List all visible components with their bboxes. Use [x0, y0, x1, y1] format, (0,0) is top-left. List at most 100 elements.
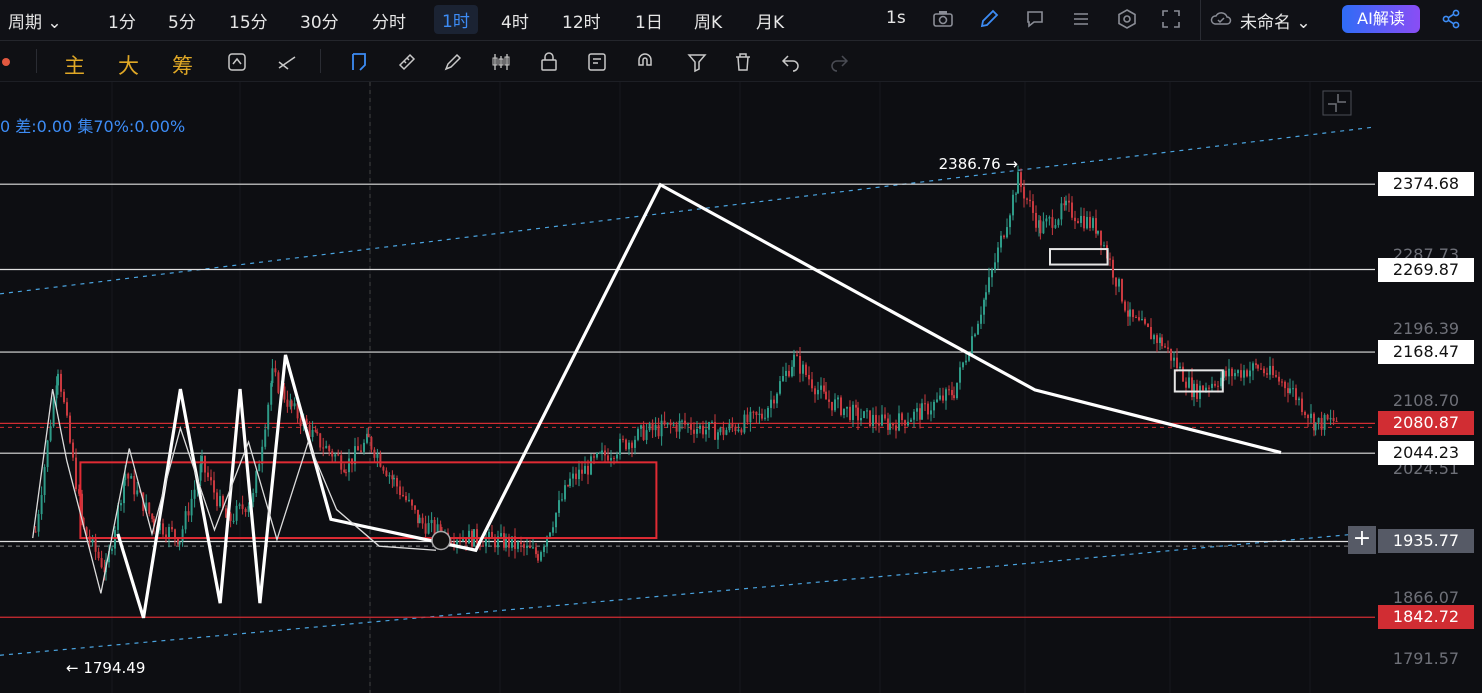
candle-body	[1278, 376, 1280, 382]
candle-body	[405, 496, 407, 501]
candle-body	[1006, 227, 1008, 238]
candle-body	[366, 433, 368, 443]
candle-body	[476, 529, 478, 544]
candle-body	[391, 475, 394, 480]
candle-body	[485, 538, 487, 547]
note-icon[interactable]	[586, 51, 608, 73]
layout-name-menu[interactable]: 未命名 ⌄	[1240, 13, 1311, 33]
candle-body	[354, 446, 356, 465]
candle-body	[820, 385, 822, 390]
candle-body	[1176, 357, 1178, 369]
candles-icon[interactable]	[490, 51, 512, 73]
candle-body	[1135, 317, 1137, 319]
candle-body	[796, 354, 798, 356]
candle-body	[1161, 337, 1163, 347]
trash-icon[interactable]	[732, 51, 754, 73]
tf-4h[interactable]: 4时	[501, 13, 529, 33]
share-icon[interactable]	[1440, 8, 1462, 30]
settings-icon[interactable]	[1116, 8, 1138, 30]
candle-body	[1289, 388, 1291, 394]
candle-body	[1167, 347, 1169, 349]
candle-body	[834, 399, 836, 411]
candle-body	[631, 442, 633, 448]
candle-body	[503, 533, 505, 548]
price-chart[interactable]: 2386.76 → ← 1794.49	[0, 82, 1482, 693]
candle-body	[910, 419, 912, 422]
period-menu[interactable]: 周期 ⌄	[8, 13, 62, 33]
channel-upper	[0, 126, 1376, 295]
candle-body	[977, 323, 979, 335]
camera-icon[interactable]	[932, 8, 954, 30]
tf-week[interactable]: 周K	[694, 13, 723, 33]
ai-interpret-button[interactable]: AI解读	[1342, 5, 1420, 33]
layout-name: 未命名	[1240, 13, 1291, 33]
candle-body	[388, 475, 391, 477]
candle-body	[532, 547, 534, 549]
zigzag-thick	[116, 182, 1282, 619]
chip-chips[interactable]: 筹	[172, 54, 193, 78]
tf-month[interactable]: 月K	[756, 13, 785, 33]
candle-body	[1173, 357, 1175, 361]
brush-icon[interactable]	[442, 51, 464, 73]
tf-timeshare[interactable]: 分时	[372, 13, 406, 33]
tf-1min[interactable]: 1分	[108, 13, 136, 33]
add-level-button[interactable]: +	[1348, 526, 1376, 554]
candle-body	[640, 425, 642, 429]
undo-icon[interactable]	[780, 51, 802, 73]
chip-main[interactable]: 主	[64, 54, 85, 78]
comment-icon[interactable]	[1024, 8, 1046, 30]
swap-icon[interactable]	[226, 51, 248, 73]
candle-body	[1170, 348, 1172, 361]
candle-body	[57, 373, 59, 386]
tf-1h[interactable]: 1时	[434, 5, 478, 34]
candle-body	[482, 545, 484, 547]
candle-body	[622, 438, 624, 440]
level-price-label: 1842.72	[1378, 605, 1474, 630]
candle-body	[1284, 381, 1286, 389]
refresh-interval[interactable]: 1s	[886, 8, 906, 28]
candle-body	[549, 532, 551, 537]
tf-12h[interactable]: 12时	[562, 13, 601, 33]
candle-body	[244, 508, 247, 513]
cursor-icon[interactable]	[348, 51, 370, 73]
fullscreen-icon[interactable]	[1160, 8, 1182, 30]
candle-body	[1127, 310, 1129, 317]
tf-30min[interactable]: 30分	[300, 13, 339, 33]
pencil-icon[interactable]	[978, 8, 1000, 30]
candle-body	[1057, 219, 1060, 226]
candle-body	[75, 457, 77, 490]
period-label: 周期	[8, 13, 42, 33]
candle-body	[465, 538, 467, 544]
filter-icon[interactable]	[686, 51, 708, 73]
candle-body	[1179, 366, 1181, 369]
cloud-check-icon	[1210, 12, 1232, 25]
candle-body	[930, 410, 932, 415]
level-price-label: 2044.23	[1378, 441, 1474, 466]
candle-body	[974, 334, 976, 337]
chip-big[interactable]: 大	[118, 54, 139, 78]
candle-body	[770, 399, 772, 408]
candle-body	[1063, 203, 1066, 206]
tf-1d[interactable]: 1日	[635, 13, 663, 33]
tf-5min[interactable]: 5分	[168, 13, 196, 33]
candle-body	[1089, 216, 1091, 228]
candle-body	[311, 429, 314, 438]
trend-tool-icon[interactable]	[276, 51, 298, 73]
candle-body	[1323, 414, 1326, 430]
candle-body	[178, 541, 181, 545]
candle-body	[1298, 398, 1300, 401]
candle-body	[370, 437, 373, 450]
ruler-icon[interactable]	[396, 51, 418, 73]
lock-icon[interactable]	[538, 51, 560, 73]
candle-body	[607, 455, 609, 461]
candle-body	[540, 552, 542, 561]
stats-readout: 0 差:0.00 集70%:0.00%	[0, 117, 186, 136]
collapse-icon[interactable]	[1322, 90, 1352, 116]
magnet-icon[interactable]	[634, 51, 656, 73]
candle-body	[546, 536, 548, 547]
list-icon[interactable]	[1070, 8, 1092, 30]
candle-body	[1017, 172, 1019, 194]
tf-15min[interactable]: 15分	[229, 13, 268, 33]
candle-body	[811, 379, 813, 389]
candle-body	[657, 424, 660, 437]
